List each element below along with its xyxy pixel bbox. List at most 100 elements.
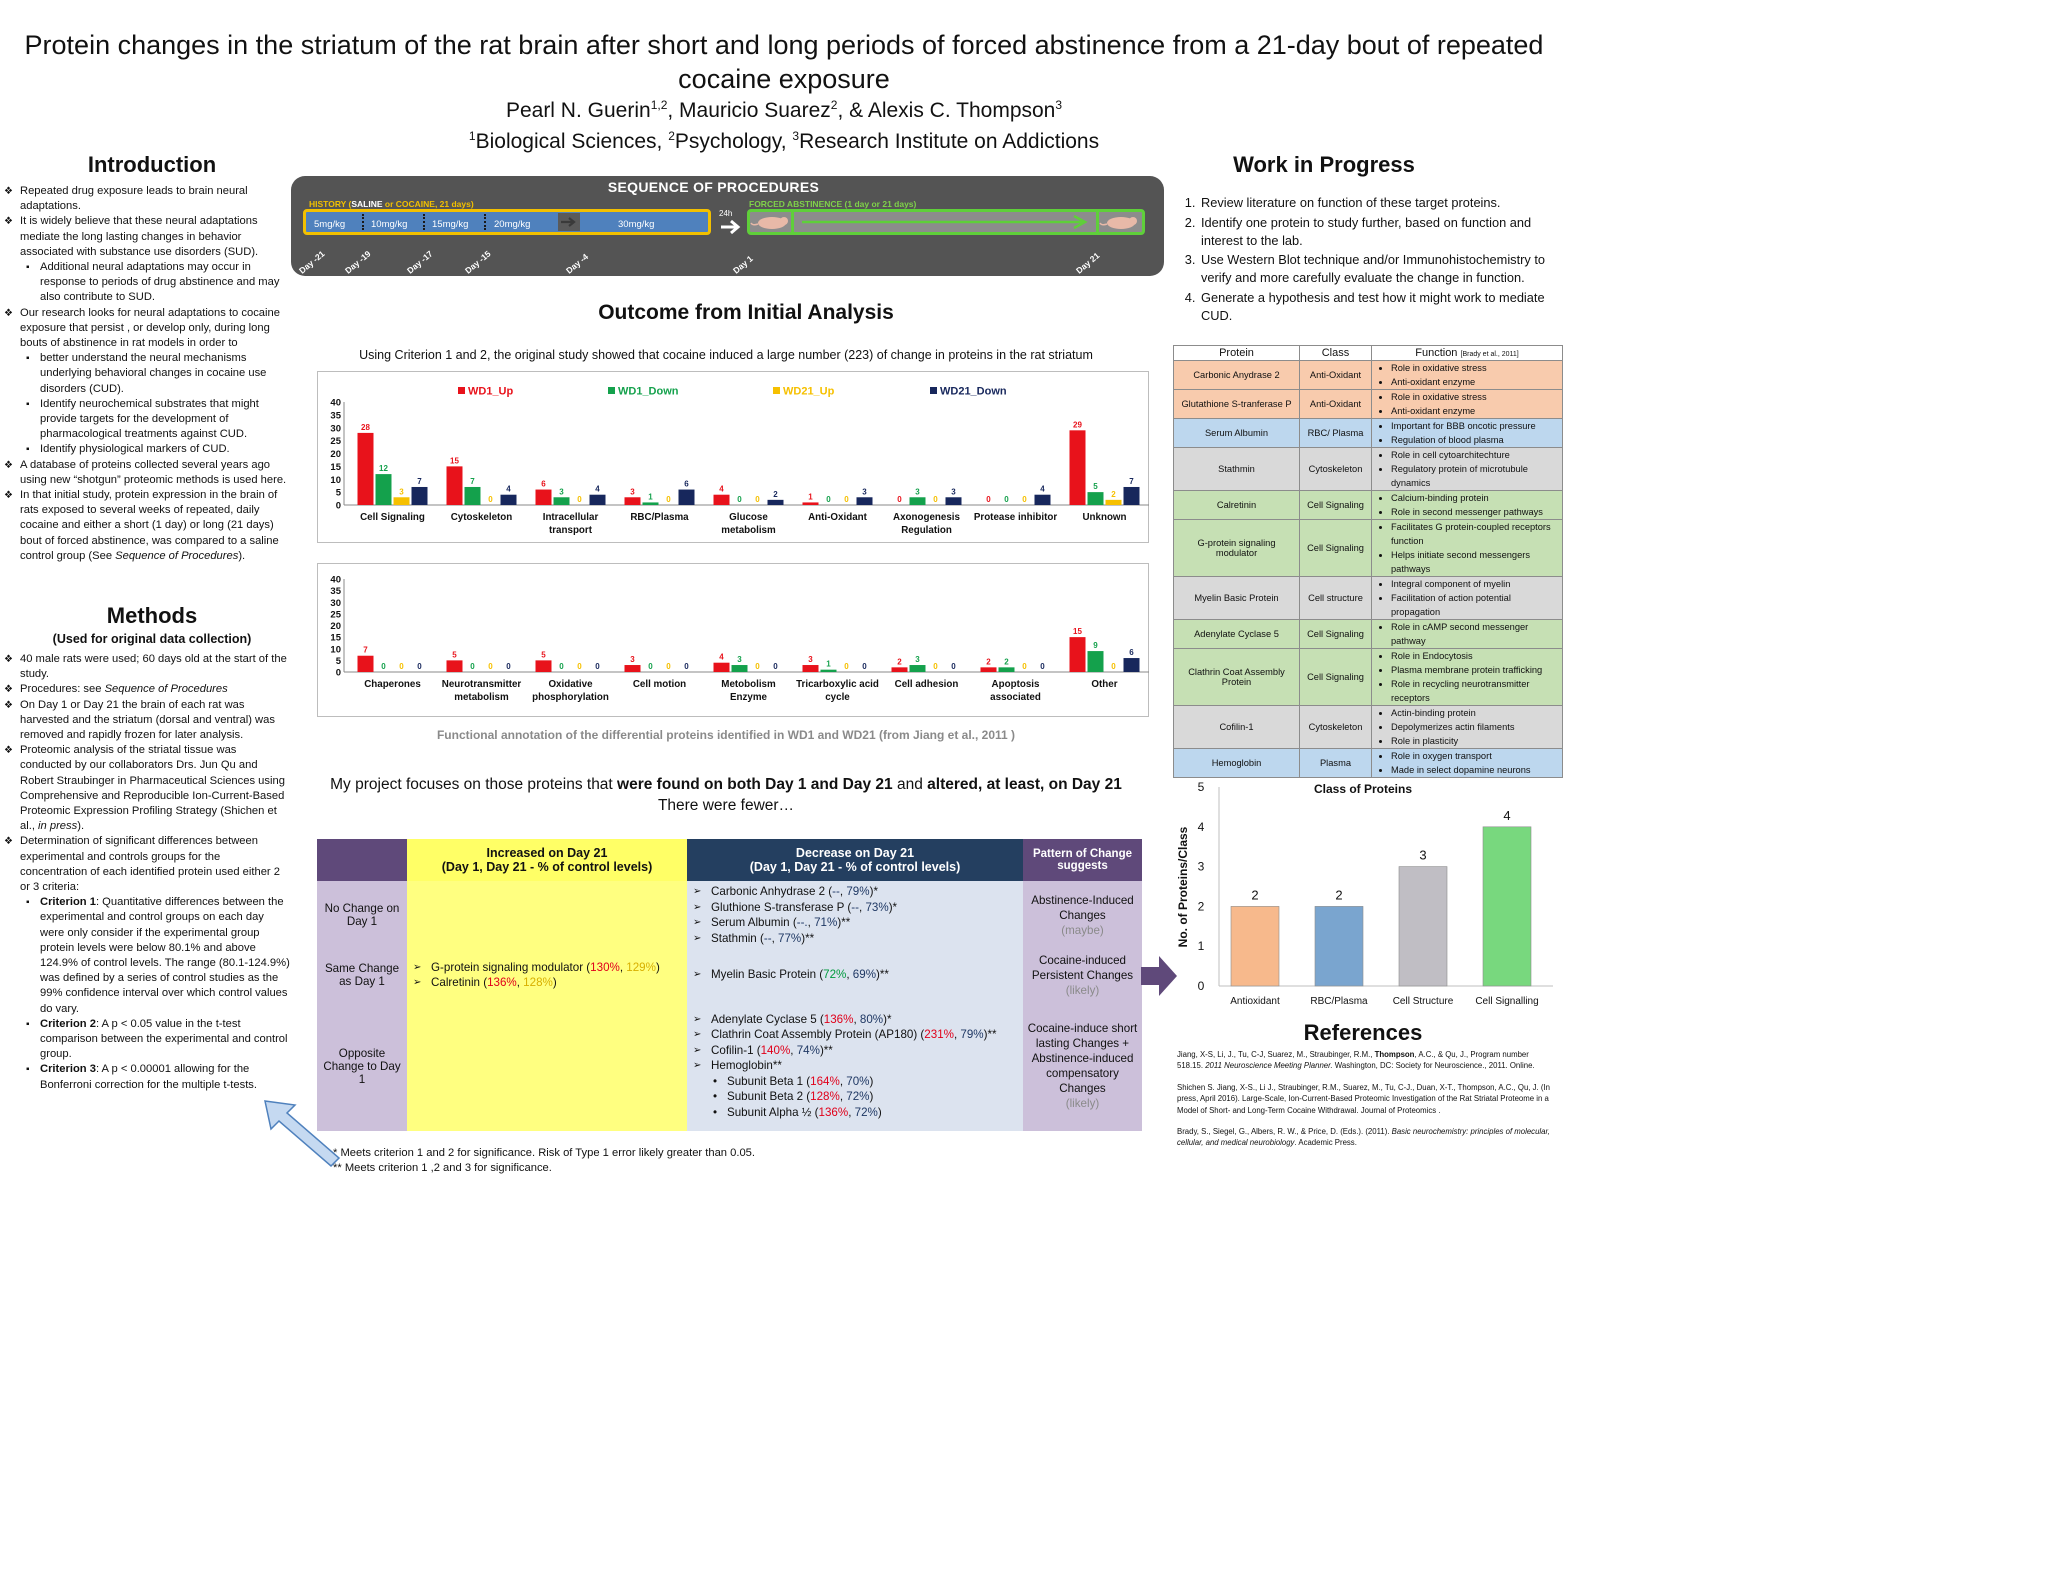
dose-label: 5mg/kg bbox=[314, 219, 346, 230]
protein-name: Carbonic Anhydrase 2 ( bbox=[711, 885, 833, 898]
protein-change-item: Adenylate Cyclase 5 (136%, 80%)* bbox=[691, 1012, 1019, 1028]
function-item: Role in plasticity bbox=[1391, 734, 1559, 748]
y-tick-label: 35 bbox=[330, 586, 341, 597]
bullet-text: Additional neural adaptations may occur … bbox=[40, 261, 280, 304]
reference-item: Shichen S. Jiang, X-S., Li J., Straubing… bbox=[1177, 1082, 1557, 1116]
chart-panel-1: 0 5 10 15 20 25 30 35 40 28 12 3 7 Cell Signaling 15 7 0… bbox=[317, 371, 1149, 543]
protein-change-item: Subunit Alpha ½ (136%, 72%) bbox=[691, 1105, 1019, 1121]
history-label-suffix: or COCAINE, 21 days) bbox=[382, 199, 474, 209]
legend-label: WD21_Up bbox=[783, 386, 835, 398]
bullet-text: A database of proteins collected several… bbox=[20, 458, 287, 486]
dose-divider bbox=[484, 214, 486, 230]
day21-percent: 74% bbox=[796, 1043, 820, 1057]
y-tick-label: 2 bbox=[1198, 899, 1205, 913]
data-label: 5 bbox=[1093, 482, 1098, 491]
protein-name-cell: G-protein signaling modulator bbox=[1173, 519, 1300, 577]
data-label: 0 bbox=[844, 495, 849, 504]
bullet-text: Procedures: see bbox=[20, 683, 105, 696]
bar-wd1-up bbox=[446, 660, 463, 672]
work-in-progress-title: Work in Progress bbox=[1233, 152, 1415, 177]
pattern-text: Cocaine-induced Persistent Changes bbox=[1031, 953, 1134, 982]
methods-subtitle: (Used for original data collection) bbox=[52, 632, 252, 646]
function-list: Role in cell cytoarchitechtureRegulatory… bbox=[1375, 448, 1559, 490]
day1-percent: -- bbox=[763, 931, 772, 945]
y-tick-label: 15 bbox=[330, 633, 341, 644]
significance-mark: ) bbox=[552, 976, 557, 989]
bar-wd1-up bbox=[802, 665, 819, 672]
table-row: G-protein signaling modulator Cell Signal… bbox=[1173, 519, 1563, 577]
data-label: 3 bbox=[399, 487, 404, 496]
data-label: 7 bbox=[417, 477, 422, 486]
data-label: 7 bbox=[363, 646, 368, 655]
bar-wd1-down bbox=[909, 665, 926, 672]
data-label: 5 bbox=[541, 650, 546, 659]
function-item: Facilitation of action potential propaga… bbox=[1391, 591, 1559, 619]
reference-author-highlight: Thompson bbox=[1374, 1050, 1415, 1059]
bullet-text: Repeated drug exposure leads to brain ne… bbox=[20, 185, 248, 213]
project-focus: My project focuses on those proteins tha… bbox=[291, 774, 1161, 816]
protein-change-item: Carbonic Anhydrase 2 (--, 79%)* bbox=[691, 884, 1019, 900]
significance-mark: )* bbox=[883, 1012, 892, 1026]
bar-wd21-down bbox=[678, 489, 695, 505]
bullet-text: ). bbox=[238, 549, 246, 562]
data-label: 3 bbox=[915, 487, 920, 496]
pattern-likelihood: (likely) bbox=[1065, 983, 1100, 997]
history-label-saline: SALINE bbox=[351, 199, 383, 209]
author-separator: , bbox=[667, 99, 680, 122]
header-decreased: Decrease on Day 21 (Day 1, Day 21 - % of … bbox=[687, 839, 1023, 881]
protein-class-cell: Cell Signaling bbox=[1299, 619, 1372, 649]
data-label: 2 bbox=[1335, 887, 1342, 902]
sequence-of-procedures-panel: SEQUENCE OF PROCEDURES HISTORY (SALINE o… bbox=[291, 176, 1164, 276]
data-label: 0 bbox=[897, 495, 902, 504]
protein-class-cell: Cell Signaling bbox=[1299, 490, 1372, 520]
protein-class-cell: Cytoskeleton bbox=[1299, 705, 1372, 749]
data-label: 2 bbox=[1111, 490, 1116, 499]
list-item: Identify one protein to study further, b… bbox=[1199, 214, 1563, 250]
protein-class-cell: Anti-Oxidant bbox=[1299, 389, 1372, 419]
data-label: 0 bbox=[737, 495, 742, 504]
data-label: 0 bbox=[1111, 662, 1116, 671]
protein-function-table: Protein Class Function [Brady et al., 20… bbox=[1173, 345, 1563, 778]
bullet-item: Our research looks for neural adaptation… bbox=[4, 306, 290, 352]
work-in-progress-list: Review literature on function of these t… bbox=[1181, 194, 1563, 327]
bar-wd21-down bbox=[411, 486, 428, 505]
bullet-emphasis: in press bbox=[38, 820, 78, 833]
y-tick-label: 35 bbox=[330, 410, 341, 421]
function-item: Actin-binding protein bbox=[1391, 706, 1559, 720]
data-label: 0 bbox=[381, 662, 386, 671]
decreased-list: Myelin Basic Protein (72%, 69%)** bbox=[691, 967, 1019, 983]
increased-cell bbox=[407, 881, 687, 949]
protein-change-item: Hemoglobin** bbox=[691, 1058, 1019, 1074]
data-label: 0 bbox=[666, 662, 671, 671]
bullet-text: : A p < 0.05 value in the t-test compari… bbox=[40, 1017, 288, 1061]
row-label: Same Change as Day 1 bbox=[317, 949, 407, 1001]
header-increased-sub: (Day 1, Day 21 - % of control levels) bbox=[441, 860, 653, 874]
data-label: 28 bbox=[361, 423, 370, 432]
legend-swatch bbox=[773, 387, 780, 394]
table-row: Opposite Change to Day 1 Adenylate Cycla… bbox=[317, 1001, 1142, 1131]
data-label: 15 bbox=[450, 456, 459, 465]
pattern-likelihood: (maybe) bbox=[1061, 923, 1104, 937]
bar-wd21-down bbox=[1123, 658, 1140, 672]
dose-divider bbox=[423, 214, 425, 230]
function-item: Regulatory protein of microtubule dynami… bbox=[1391, 462, 1559, 490]
protein-change-item: Subunit Beta 1 (164%, 70%) bbox=[691, 1074, 1019, 1090]
reference-text: Shichen S. Jiang, X-S., Li J., Straubing… bbox=[1177, 1082, 1550, 1115]
separator: , bbox=[790, 1043, 797, 1057]
arrow-right-icon bbox=[561, 217, 576, 227]
y-tick-label: 30 bbox=[330, 598, 341, 609]
separator: , bbox=[807, 916, 815, 929]
pattern-text: Abstinence-Induced Changes bbox=[1031, 893, 1134, 922]
bullet-text: : A p < 0.00001 allowing for the Bonferr… bbox=[40, 1063, 258, 1091]
data-label: 2 bbox=[897, 657, 902, 666]
bullet-text: In that initial study, protein expressio… bbox=[20, 489, 279, 562]
pattern-cell: Cocaine-induce short lasting Changes + A… bbox=[1023, 1001, 1142, 1131]
dose-label: 15mg/kg bbox=[432, 219, 469, 230]
pattern-likelihood: (likely) bbox=[1065, 1097, 1100, 1110]
bullet-text: Our research looks for neural adaptation… bbox=[20, 306, 280, 350]
bar-wd1-up bbox=[624, 665, 641, 672]
reference-item: Jiang, X-S, Li, J., Tu, C-J, Suarez, M.,… bbox=[1177, 1049, 1557, 1072]
legend-label: WD21_Down bbox=[940, 386, 1007, 398]
